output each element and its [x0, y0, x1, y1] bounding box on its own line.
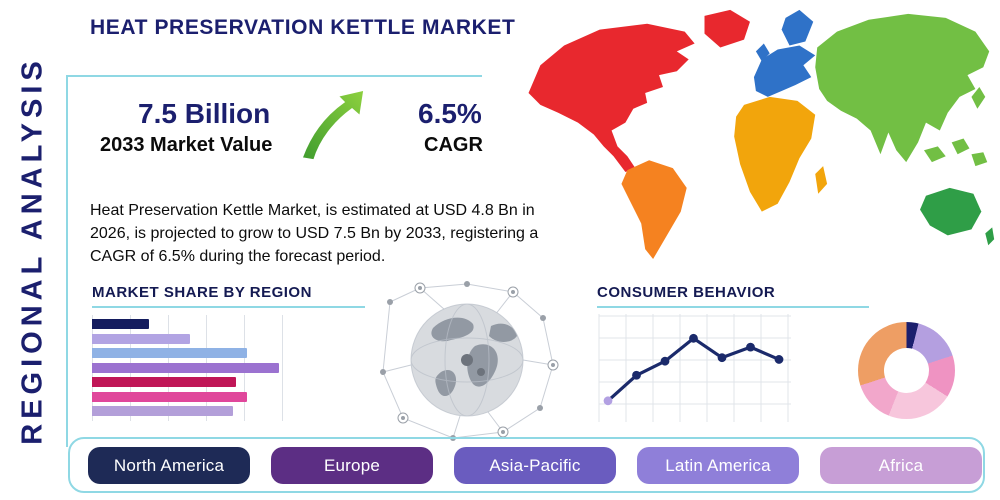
page-title: HEAT PRESERVATION KETTLE MARKET	[90, 16, 516, 39]
trend-point-1	[603, 396, 613, 406]
region-button-europe[interactable]: Europe	[271, 447, 433, 484]
map-europe	[753, 45, 816, 97]
market-share-heading: MARKET SHARE BY REGION	[92, 284, 312, 301]
region-buttons-frame	[68, 437, 985, 493]
trend-point-7	[774, 355, 784, 364]
map-australia	[920, 187, 982, 236]
trend-point-4	[689, 333, 698, 343]
world-map	[528, 9, 995, 260]
globe-meridians	[410, 303, 524, 417]
map-north-america	[528, 23, 695, 173]
map-scandinavia	[781, 9, 814, 46]
network-nodes	[380, 281, 559, 441]
consumer-behavior-heading: CONSUMER BEHAVIOR	[597, 284, 776, 301]
market-share-bar-6	[92, 391, 248, 402]
consumer-line-chart	[598, 314, 791, 422]
market-value-caption: 2033 Market Value	[100, 134, 273, 156]
market-share-bar-4	[92, 362, 279, 373]
region-button-africa[interactable]: Africa	[820, 447, 982, 484]
market-value-2033: 7.5 Billion	[138, 98, 271, 129]
market-share-bar-7	[92, 406, 234, 416]
trend-point-5	[717, 353, 727, 363]
market-share-bar-2	[92, 333, 191, 344]
cagr-caption: CAGR	[424, 134, 483, 156]
trend-point-3	[660, 356, 670, 366]
trend-point-6	[746, 342, 755, 352]
map-new-zealand	[985, 227, 995, 246]
side-label-text: REGIONAL ANALYSIS	[16, 55, 49, 445]
cagr-value: 6.5%	[418, 98, 482, 129]
market-share-underline	[92, 306, 365, 308]
map-asia	[815, 13, 990, 163]
map-greenland	[704, 9, 750, 48]
map-madagascar	[815, 166, 828, 194]
region-button-latin-america[interactable]: Latin America	[637, 447, 799, 484]
globe-network-graphic	[380, 281, 559, 441]
map-sea-islands	[923, 138, 988, 167]
growth-arrow-icon	[300, 89, 365, 161]
region-button-asia-pacific[interactable]: Asia-Pacific	[454, 447, 616, 484]
region-button-north-america[interactable]: North America	[88, 447, 250, 484]
map-africa	[734, 96, 816, 212]
consumer-donut-chart	[858, 322, 955, 419]
region-buttons: North America Europe Asia-Pacific Latin Ame…	[88, 447, 982, 484]
map-uk	[755, 43, 770, 62]
regional-analysis-side-label: REGIONAL ANALYSIS	[0, 0, 66, 500]
market-share-bar-3	[92, 348, 248, 358]
market-description: Heat Preservation Kettle Market, is esti…	[90, 202, 539, 266]
map-south-america	[621, 160, 687, 260]
market-share-bar-1	[92, 319, 149, 329]
globe-landmasses	[431, 317, 517, 397]
market-share-bar-5	[92, 377, 236, 387]
market-share-bar-chart	[92, 315, 320, 421]
map-japan	[971, 87, 986, 109]
consumer-behavior-underline	[597, 306, 869, 308]
trend-point-2	[632, 370, 641, 380]
stats-frame-border	[66, 75, 482, 447]
